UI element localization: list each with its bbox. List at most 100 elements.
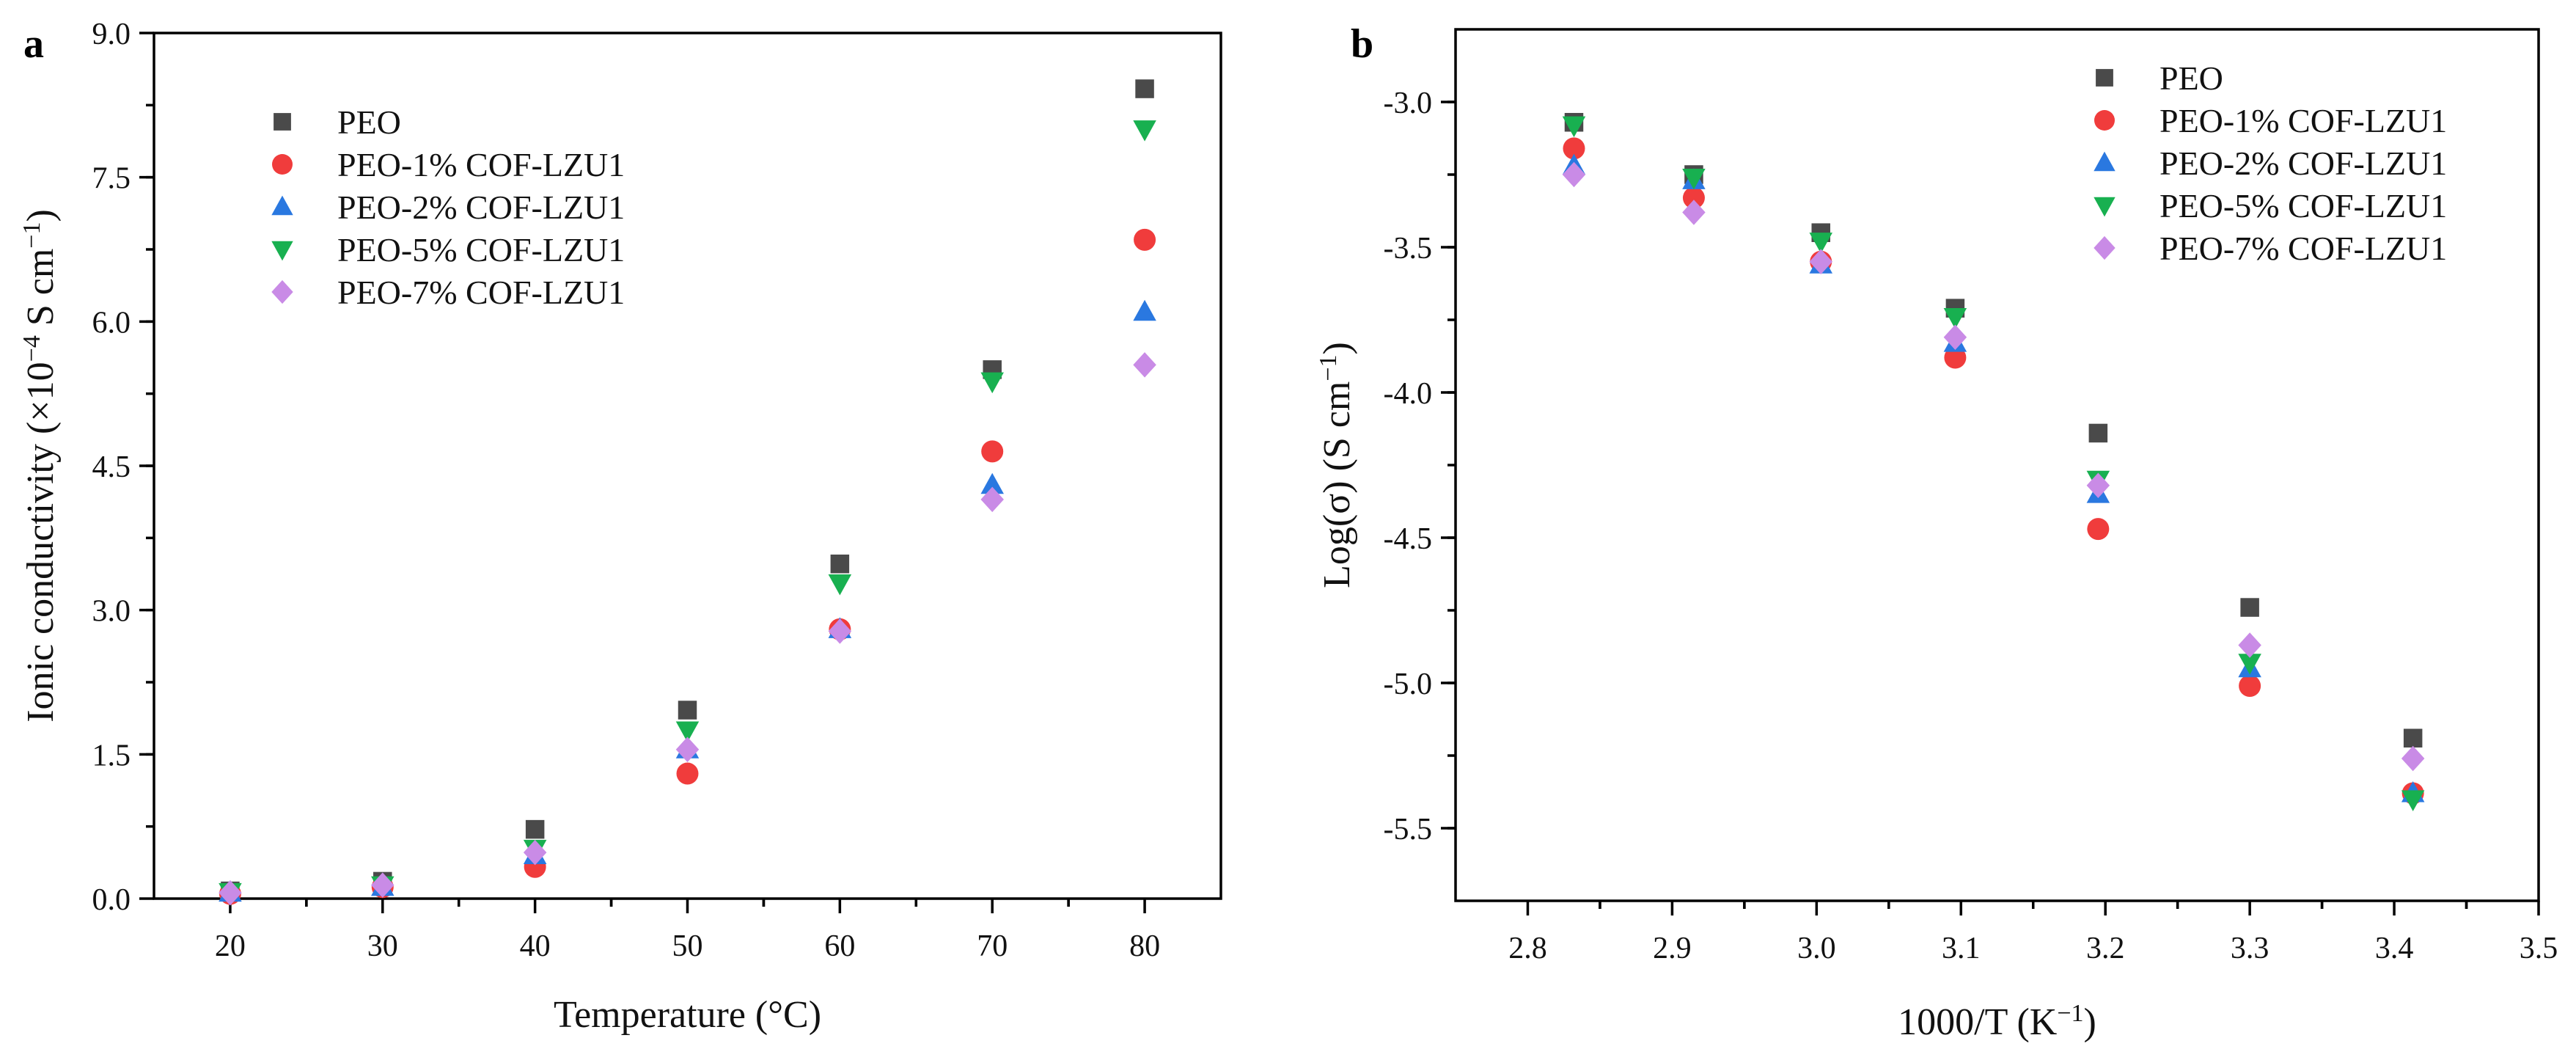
data-point <box>1134 228 1156 251</box>
data-point <box>981 440 1004 463</box>
data-point <box>2403 728 2423 748</box>
data-point <box>980 486 1004 513</box>
data-point <box>2239 674 2261 697</box>
legend-marker <box>2094 235 2116 260</box>
data-point <box>1562 116 1586 138</box>
data-point <box>980 472 1004 494</box>
y-tick-label: 6.0 <box>92 306 131 340</box>
y-axis-title: Ionic conductivity (×10−4 S cm−1) <box>18 209 62 723</box>
data-point <box>676 762 699 785</box>
y-tick-label: -3.0 <box>1384 87 1433 120</box>
x-tick-label: 60 <box>824 929 855 963</box>
x-tick-label: 3.3 <box>2231 932 2269 965</box>
series-peo-2-cof-lzu1 <box>219 299 1156 902</box>
data-point <box>678 701 697 720</box>
y-tick-label: 0.0 <box>92 883 131 917</box>
y-tick-label: -3.5 <box>1384 232 1433 266</box>
data-point <box>675 721 700 743</box>
x-tick-label: 50 <box>672 929 703 963</box>
data-point <box>1133 299 1156 321</box>
data-point <box>2087 518 2110 541</box>
y-tick-label: -5.5 <box>1384 813 1433 847</box>
data-point <box>2238 632 2261 658</box>
legend-label: PEO-7% COF-LZU1 <box>2159 230 2447 267</box>
data-point <box>830 554 850 574</box>
x-tick-label: 3.2 <box>2086 932 2125 965</box>
legend-label: PEO-2% COF-LZU1 <box>2159 145 2447 182</box>
x-tick-label: 40 <box>520 929 551 963</box>
x-axis-title: 1000/T (K−1) <box>1898 1000 2096 1044</box>
data-point <box>371 872 395 898</box>
data-point <box>2086 472 2110 498</box>
legend: PEO PEO-1% COF-LZU1 PEO-2% COF-LZU1 PEO-5% … <box>271 103 625 311</box>
data-point <box>525 819 545 839</box>
data-point <box>980 372 1004 394</box>
data-point <box>1809 233 1832 254</box>
data-point <box>2240 598 2259 617</box>
x-tick-label: 20 <box>215 929 246 963</box>
legend-label: PEO-7% COF-LZU1 <box>337 274 625 311</box>
legend: PEO PEO-1% COF-LZU1 PEO-2% COF-LZU1 PEO-5% … <box>2094 59 2447 267</box>
data-point <box>828 574 852 596</box>
data-point <box>1943 308 1967 329</box>
legend-marker <box>274 113 291 131</box>
data-point <box>2401 745 2425 772</box>
y-tick-label: 9.0 <box>92 18 131 51</box>
series-peo-1-cof-lzu1 <box>219 228 1156 905</box>
chart-panel-b: b 2.8 2.9 3.0 3.1 3.2 3.3 3.4 3.5 -3.0 -3.5 -4.0 -4.… <box>1315 21 2558 1043</box>
x-tick-label: 80 <box>1129 929 1160 963</box>
data-point <box>1809 249 1832 275</box>
data-point <box>1135 79 1154 98</box>
data-point <box>2088 423 2108 443</box>
y-tick-label: -4.5 <box>1384 522 1433 556</box>
x-tick-label: 3.1 <box>1942 932 1981 965</box>
series-peo-5-cof-lzu1 <box>1562 116 2425 811</box>
data-point <box>1944 346 1967 369</box>
y-tick-label: -4.0 <box>1384 377 1433 411</box>
data-point <box>219 880 242 906</box>
legend-marker <box>2096 69 2113 87</box>
legend-marker <box>2094 151 2116 172</box>
data-point <box>1943 324 1967 351</box>
x-tick-label: 2.9 <box>1653 932 1692 965</box>
panel-letter: b <box>1351 21 1373 67</box>
legend-marker <box>2094 110 2115 131</box>
y-tick-label: 3.0 <box>92 595 131 629</box>
legend-label: PEO-1% COF-LZU1 <box>2159 102 2447 139</box>
legend-label: PEO <box>2159 59 2223 97</box>
legend-marker <box>2094 197 2116 217</box>
x-axis-title: Temperature (°C) <box>554 994 821 1036</box>
y-tick-label: 7.5 <box>92 162 131 196</box>
legend-marker <box>271 241 293 261</box>
x-tick-label: 3.5 <box>2520 932 2558 965</box>
legend-marker <box>271 279 293 304</box>
data-point <box>1682 200 1706 225</box>
x-tick-label: 30 <box>367 929 398 963</box>
legend-label: PEO-5% COF-LZU1 <box>2159 187 2447 224</box>
data-point <box>1133 120 1156 142</box>
data-point <box>1682 168 1706 190</box>
legend-marker <box>272 154 293 175</box>
series-peo-7-cof-lzu1 <box>1562 161 2425 772</box>
data-point <box>828 618 852 644</box>
data-point <box>523 839 547 866</box>
x-tick-label: 3.4 <box>2375 932 2414 965</box>
data-point <box>1563 137 1585 160</box>
y-tick-label: -5.0 <box>1384 668 1433 701</box>
data-point <box>2401 790 2425 811</box>
legend-label: PEO <box>337 103 401 141</box>
legend-marker <box>271 195 293 216</box>
series-peo-7-cof-lzu1 <box>219 352 1156 906</box>
legend-label: PEO-1% COF-LZU1 <box>337 146 625 183</box>
y-axis-title: Log(σ) (S cm−1) <box>1315 342 1359 588</box>
data-point <box>2238 654 2261 675</box>
data-point <box>1562 161 1586 188</box>
legend-label: PEO-2% COF-LZU1 <box>337 189 625 226</box>
data-point <box>675 736 700 763</box>
data-point <box>1133 352 1156 378</box>
panel-letter: a <box>23 21 44 67</box>
data-point <box>1682 186 1705 209</box>
y-tick-label: 1.5 <box>92 739 131 772</box>
x-tick-label: 70 <box>977 929 1008 963</box>
